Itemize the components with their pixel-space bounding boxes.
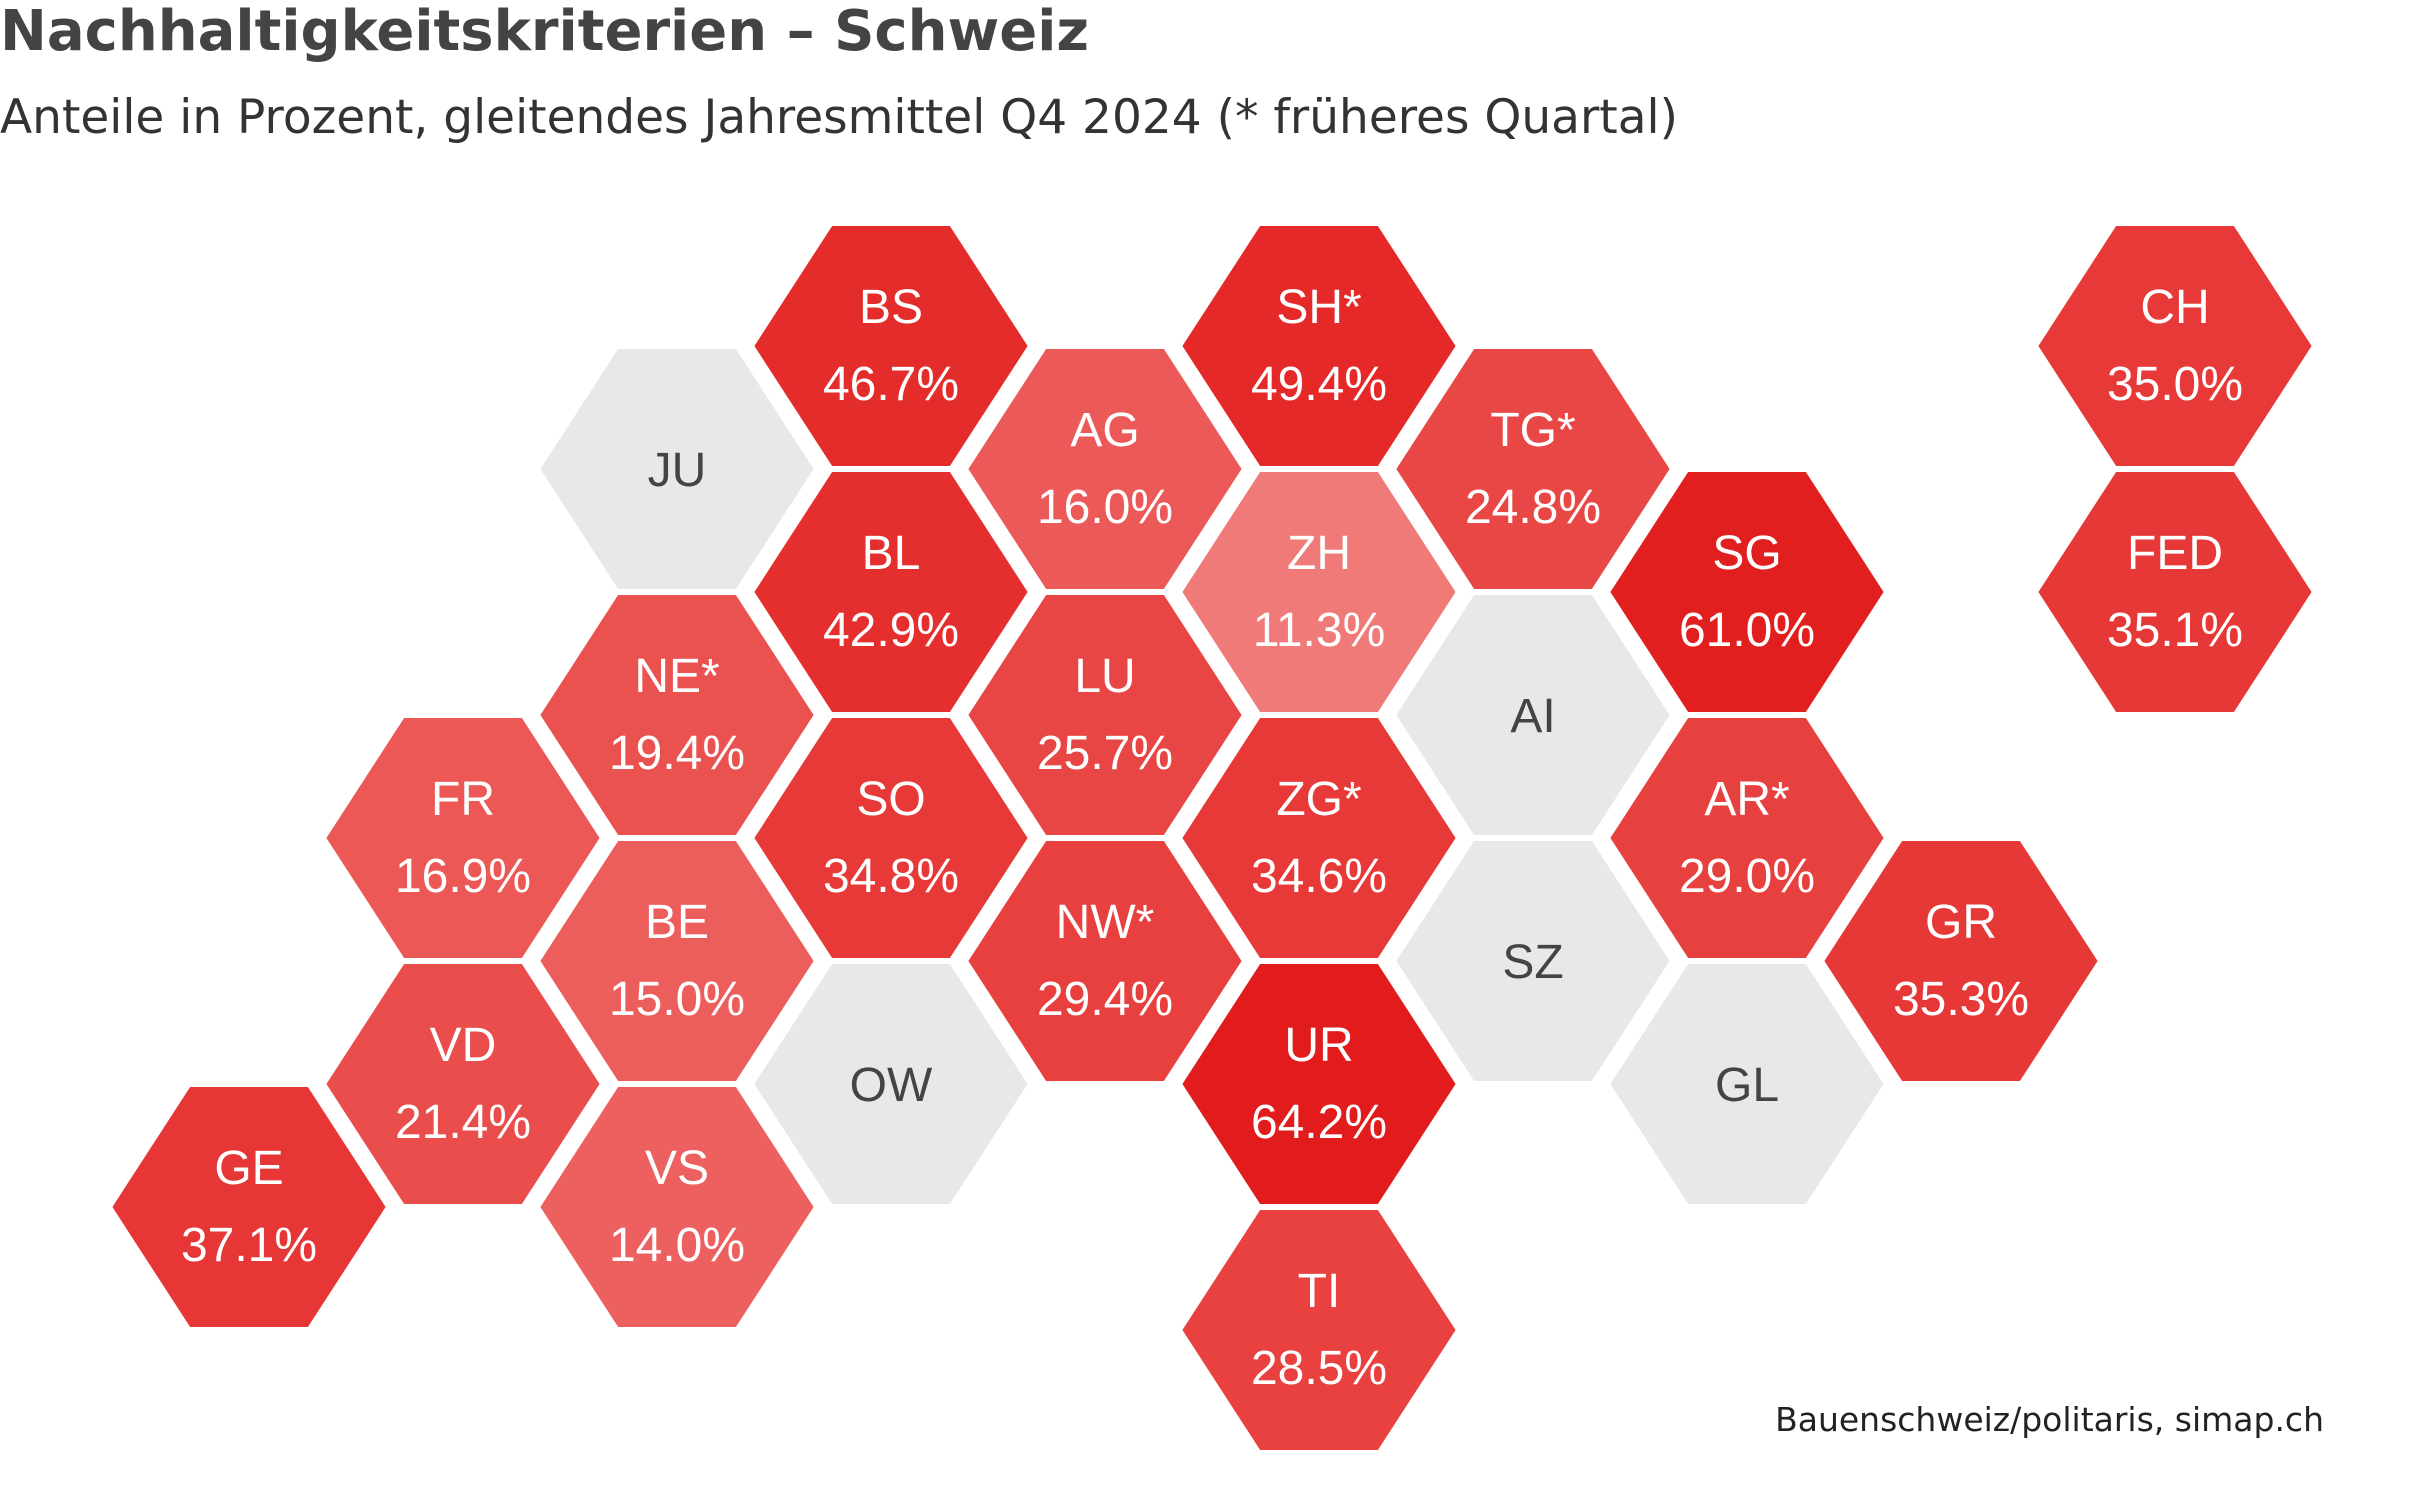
- hex-code-fr: FR: [431, 773, 495, 826]
- hex-code-gr: GR: [1925, 896, 1997, 949]
- chart-subtitle: Anteile in Prozent, gleitendes Jahresmit…: [0, 90, 1678, 145]
- hex-value-zh: 11.3%: [1253, 604, 1386, 657]
- hex-code-sz: SZ: [1502, 936, 1563, 989]
- hex-value-ar: 29.0%: [1679, 850, 1815, 903]
- hex-value-tg: 24.8%: [1465, 481, 1601, 534]
- hex-tile-be: BE 15.0%: [535, 837, 819, 1085]
- hex-value-ch: 35.0%: [2107, 358, 2243, 411]
- hex-shape-vd: [321, 960, 605, 1208]
- hex-value-bs: 46.7%: [823, 358, 959, 411]
- hex-tile-vs: VS 14.0%: [535, 1083, 819, 1331]
- hex-code-so: SO: [856, 773, 925, 826]
- hex-value-ag: 16.0%: [1037, 481, 1173, 534]
- hex-code-sg: SG: [1712, 527, 1781, 580]
- hex-tile-fed: FED 35.1%: [2033, 468, 2317, 716]
- hex-value-ne: 19.4%: [609, 727, 745, 780]
- hex-code-bs: BS: [859, 281, 923, 334]
- hex-tile-sh: SH* 49.4%: [1177, 222, 1461, 470]
- hex-tile-gr: GR 35.3%: [1819, 837, 2103, 1085]
- hex-tile-zg: ZG* 34.6%: [1177, 714, 1461, 962]
- source-note: Bauenschweiz/politaris, simap.ch: [1775, 1400, 2324, 1439]
- hex-code-zg: ZG*: [1276, 773, 1361, 826]
- hex-code-ow: OW: [850, 1059, 933, 1112]
- hex-code-ar: AR*: [1704, 773, 1789, 826]
- hex-tile-ch: CH 35.0%: [2033, 222, 2317, 470]
- hex-shape-ge: [107, 1083, 391, 1331]
- hex-code-gl: GL: [1715, 1059, 1779, 1112]
- hex-code-zh: ZH: [1287, 527, 1351, 580]
- hex-code-fed: FED: [2127, 527, 2223, 580]
- hex-value-be: 15.0%: [609, 973, 745, 1026]
- hex-value-vs: 14.0%: [609, 1219, 745, 1272]
- hex-value-fr: 16.9%: [395, 850, 531, 903]
- hex-value-sg: 61.0%: [1679, 604, 1815, 657]
- hex-tile-nw: NW* 29.4%: [963, 837, 1247, 1085]
- hex-value-vd: 21.4%: [395, 1096, 531, 1149]
- hex-code-vs: VS: [645, 1142, 709, 1195]
- hex-value-sh: 49.4%: [1251, 358, 1387, 411]
- hex-code-vd: VD: [430, 1019, 497, 1072]
- hex-tile-vd: VD 21.4%: [321, 960, 605, 1208]
- hex-code-ur: UR: [1284, 1019, 1353, 1072]
- hex-shape-gr: [1819, 837, 2103, 1085]
- hex-value-fed: 35.1%: [2107, 604, 2243, 657]
- hex-shape-fed: [2033, 468, 2317, 716]
- hex-tile-fr: FR 16.9%: [321, 714, 605, 962]
- hex-code-be: BE: [645, 896, 709, 949]
- hex-code-ju: JU: [648, 444, 707, 497]
- hex-value-gr: 35.3%: [1893, 973, 2029, 1026]
- hex-code-nw: NW*: [1056, 896, 1155, 949]
- hex-code-ti: TI: [1298, 1265, 1341, 1318]
- hex-code-ag: AG: [1070, 404, 1139, 457]
- hex-code-bl: BL: [862, 527, 921, 580]
- hex-value-nw: 29.4%: [1037, 973, 1173, 1026]
- hex-tile-sg: SG 61.0%: [1605, 468, 1889, 716]
- hex-tile-ag: AG 16.0%: [963, 345, 1247, 593]
- hex-code-sh: SH*: [1276, 281, 1361, 334]
- hex-shape-vs: [535, 1083, 819, 1331]
- hex-tile-so: SO 34.8%: [749, 714, 1033, 962]
- hex-tile-ur: UR 64.2%: [1177, 960, 1461, 1208]
- hex-tile-sz: SZ: [1391, 837, 1675, 1085]
- hex-code-ge: GE: [214, 1142, 283, 1195]
- hex-tile-lu: LU 25.7%: [963, 591, 1247, 839]
- hex-tile-ow: OW: [749, 960, 1033, 1208]
- hex-code-ne: NE*: [634, 650, 719, 703]
- hex-tile-ti: TI 28.5%: [1177, 1206, 1461, 1454]
- chart-title: Nachhaltigkeitskriterien – Schweiz: [0, 0, 1089, 64]
- hex-code-ai: AI: [1510, 690, 1555, 743]
- hex-shape-ch: [2033, 222, 2317, 470]
- hex-value-zg: 34.6%: [1251, 850, 1387, 903]
- hex-tile-gl: GL: [1605, 960, 1889, 1208]
- hex-value-ti: 28.5%: [1251, 1342, 1387, 1395]
- hex-shape-ow: [749, 960, 1033, 1208]
- hex-value-ur: 64.2%: [1251, 1096, 1387, 1149]
- hex-tile-tg: TG* 24.8%: [1391, 345, 1675, 593]
- hex-value-lu: 25.7%: [1037, 727, 1173, 780]
- hex-tile-bl: BL 42.9%: [749, 468, 1033, 716]
- hex-shape-sz: [1391, 837, 1675, 1085]
- hex-code-ch: CH: [2140, 281, 2209, 334]
- hex-shape-nw: [963, 837, 1247, 1085]
- hex-shape-gl: [1605, 960, 1889, 1208]
- hex-tile-ju: JU: [535, 345, 819, 593]
- hex-tile-ge: GE 37.1%: [107, 1083, 391, 1331]
- hex-tile-zh: ZH 11.3%: [1177, 468, 1461, 716]
- hex-code-tg: TG*: [1490, 404, 1575, 457]
- hex-tile-bs: BS 46.7%: [749, 222, 1033, 470]
- hex-value-ge: 37.1%: [181, 1219, 317, 1272]
- hex-shape-ti: [1177, 1206, 1461, 1454]
- hex-value-bl: 42.9%: [823, 604, 959, 657]
- hex-value-so: 34.8%: [823, 850, 959, 903]
- hex-code-lu: LU: [1074, 650, 1135, 703]
